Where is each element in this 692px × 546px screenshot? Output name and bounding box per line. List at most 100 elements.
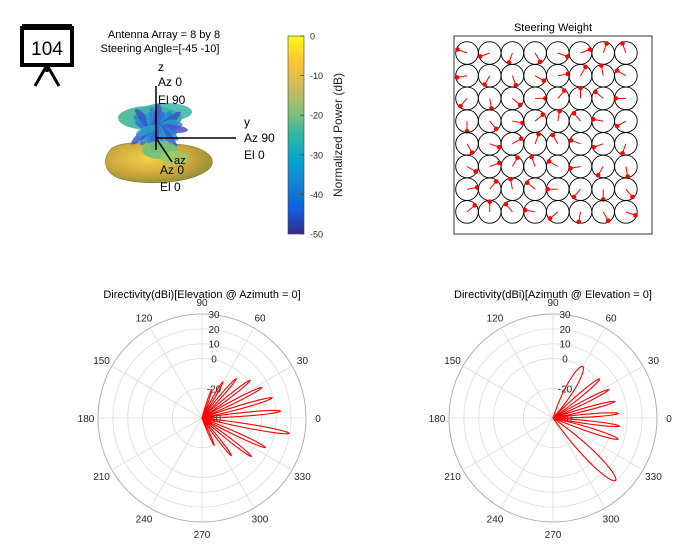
steering-weight-tip — [547, 216, 553, 221]
steering-weight-panel: Steering Weight — [453, 22, 653, 235]
x-axis-line — [155, 137, 173, 163]
y-axis-el: El 0 — [244, 148, 265, 162]
steering-weight-cell — [500, 132, 525, 156]
polar-radial-label: -20 — [207, 384, 222, 395]
steering-weight-tip — [633, 213, 638, 218]
steering-weight-tip — [458, 103, 463, 109]
steering-weight-title: Steering Weight — [514, 22, 592, 34]
colorbar-label: Normalized Power (dB) — [331, 73, 345, 197]
colorbar-tick-label: -40 — [310, 190, 323, 200]
polar-angle-label: 330 — [645, 472, 662, 483]
polar-angle-label: 30 — [648, 356, 660, 367]
badge-number: 104 — [31, 39, 63, 60]
polar-angle-label: 60 — [254, 314, 266, 325]
steering-weight-tip — [599, 63, 604, 68]
steering-weight-tip — [496, 144, 502, 150]
polar-angle-label: 180 — [78, 414, 95, 425]
steering-weight-tip — [537, 59, 543, 65]
polar-angle-label: 120 — [487, 314, 504, 325]
steering-weight-tip — [503, 201, 509, 207]
polar-title: Directivity(dBi)[Azimuth @ Elevation = 0… — [454, 289, 652, 301]
polar-angle-label: 270 — [194, 530, 211, 541]
pattern-3d-title-line1: Antenna Array = 8 by 8 — [108, 29, 220, 41]
steering-weight-cell — [591, 200, 615, 224]
steering-weight-tip — [613, 96, 619, 101]
steering-weight-tip — [455, 47, 460, 52]
steering-weight-tip — [590, 117, 596, 122]
steering-weight-tip — [571, 194, 577, 200]
polar-pattern-line — [552, 365, 621, 482]
steering-weight-tip — [595, 173, 601, 178]
steering-weight-tip — [536, 131, 541, 137]
z-axis-name: z — [158, 60, 164, 74]
steering-weight-tip — [482, 82, 487, 87]
steering-weight-tip — [630, 194, 635, 200]
polar-angle-label: 300 — [252, 514, 269, 525]
polar-angle-label: 60 — [605, 314, 617, 325]
polar-azimuth-panel: Directivity(dBi)[Azimuth @ Elevation = 0… — [429, 289, 673, 541]
polar-title: Directivity(dBi)[Elevation @ Azimuth = 0… — [103, 289, 300, 301]
steering-weight-tip — [472, 203, 478, 208]
steering-weight-tip — [506, 60, 512, 65]
steering-weight-tip — [541, 78, 547, 84]
z-axis-el: El 90 — [158, 93, 186, 107]
steering-weight-tip — [487, 199, 493, 205]
polar-elevation-panel: Directivity(dBi)[Elevation @ Azimuth = 0… — [78, 289, 322, 541]
steering-weight-tip — [565, 54, 570, 59]
polar-angle-label: 270 — [545, 530, 562, 541]
polar-angle-label: 150 — [93, 356, 110, 367]
colorbar-tick-label: -30 — [310, 150, 323, 160]
polar-radial-label: 0 — [211, 355, 217, 366]
polar-radial-label: 30 — [208, 310, 220, 321]
z-axis-az: Az 0 — [158, 75, 182, 89]
steering-weight-tip — [550, 132, 556, 138]
colorbar-tick-label: -50 — [310, 230, 323, 240]
pattern-3d-panel: Antenna Array = 8 by 8 Steering Angle=[-… — [101, 29, 345, 240]
polar-radial-label: 20 — [208, 325, 220, 336]
steering-weight-tip — [517, 102, 523, 108]
steering-weight-tip — [515, 155, 520, 160]
pattern-3d-title-line2: Steering Angle=[-45 -10] — [101, 43, 220, 55]
polar-angle-label: 120 — [136, 314, 153, 325]
polar-angle-label: 330 — [294, 472, 311, 483]
x-axis-az: Az 0 — [160, 163, 184, 177]
polar-radial-label: 10 — [559, 340, 571, 351]
steering-weight-tip — [620, 151, 625, 156]
steering-weight-tip — [568, 165, 573, 171]
polar-radial-label: 20 — [559, 325, 571, 336]
steering-weight-tip — [620, 41, 625, 46]
polar-angle-label: 210 — [444, 472, 461, 483]
steering-weight-tip — [493, 126, 499, 132]
steering-weight-tip — [545, 186, 550, 192]
colorbar-tick-label: -20 — [310, 111, 323, 121]
polar-angle-label: 210 — [93, 472, 110, 483]
steering-weight-tip — [454, 75, 460, 80]
polar-angle-label: 90 — [196, 298, 208, 309]
steering-weight-tip — [546, 159, 552, 164]
steering-weight-tip — [518, 136, 524, 142]
steering-weight-tip — [496, 160, 502, 166]
steering-weight-tip — [571, 111, 577, 116]
steering-weight-tip — [605, 218, 611, 224]
polar-angle-label: 240 — [136, 514, 153, 525]
badge-icon: 104 — [20, 24, 74, 87]
steering-weight-tip — [473, 169, 479, 174]
colorbar — [287, 35, 305, 235]
steering-weight-tip — [557, 108, 562, 114]
steering-weight-tip — [614, 123, 620, 129]
y-axis-az: Az 90 — [244, 131, 275, 145]
steering-weight-tip — [587, 47, 593, 52]
polar-angle-label: 0 — [315, 414, 321, 425]
steering-weight-tip — [469, 150, 475, 155]
colorbar-tick-label: -10 — [310, 71, 323, 81]
steering-weight-tip — [540, 112, 546, 117]
polar-radial-label: -20 — [558, 384, 573, 395]
polar-radial-label: 0 — [562, 355, 568, 366]
steering-weight-tip — [562, 88, 567, 93]
polar-angle-label: 30 — [297, 356, 309, 367]
steering-weight-tip — [576, 219, 582, 225]
polar-angle-label: 180 — [429, 414, 446, 425]
steering-weight-tip — [604, 41, 609, 46]
steering-weight-tip — [583, 64, 588, 70]
steering-weight-tip — [525, 180, 530, 185]
